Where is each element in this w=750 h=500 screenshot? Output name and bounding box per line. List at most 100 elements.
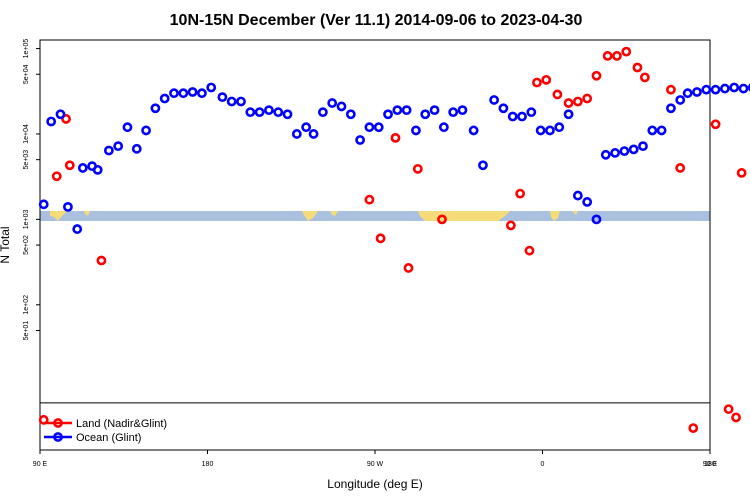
ocean-point <box>647 125 658 136</box>
ocean-point <box>666 103 676 114</box>
ocean-point <box>600 149 611 160</box>
x-tick-label: 90 W <box>367 461 384 468</box>
land-point <box>412 163 423 174</box>
land-point <box>505 220 516 231</box>
ocean-point <box>628 144 639 155</box>
land-point <box>723 404 734 415</box>
ocean-point <box>535 125 546 136</box>
land-point <box>375 233 386 244</box>
land-point <box>736 168 747 178</box>
ocean-point <box>489 95 500 105</box>
ocean-point <box>429 105 440 116</box>
land-point <box>51 171 62 182</box>
land-point <box>602 51 613 61</box>
y-tick-label: 1e+02 <box>23 295 30 315</box>
ocean-point <box>457 105 468 116</box>
ocean-point <box>226 96 237 107</box>
ocean-point <box>448 107 459 118</box>
land-point <box>591 70 602 81</box>
data-points <box>38 46 750 434</box>
ocean-point <box>264 105 274 116</box>
ocean-point <box>526 107 537 118</box>
ocean-point <box>236 96 246 107</box>
ocean-point <box>254 107 265 118</box>
ocean-point <box>77 163 88 173</box>
land-point <box>582 93 593 104</box>
ocean-point <box>507 111 518 122</box>
ocean-point <box>517 111 527 122</box>
ocean-point <box>392 105 403 116</box>
ocean-point <box>141 125 151 136</box>
ocean-band <box>40 211 710 221</box>
y-tick-label: 1e+05 <box>23 39 30 59</box>
ocean-point <box>710 84 721 95</box>
x-axis-label: Longitude (deg E) <box>327 477 422 491</box>
ocean-point <box>554 122 565 133</box>
x-tick-label: 0 <box>541 461 545 468</box>
ocean-point <box>401 105 412 116</box>
ocean-point <box>245 107 256 118</box>
ocean-point <box>610 148 620 158</box>
x-tick-label: 90 E <box>703 461 718 468</box>
land-point <box>675 163 686 173</box>
ocean-point <box>113 141 124 152</box>
ocean-point <box>468 125 479 136</box>
ocean-point <box>383 109 393 120</box>
x-tick-label: 180 <box>202 461 214 468</box>
land-point <box>710 119 721 130</box>
ocean-point <box>273 107 284 118</box>
ocean-point <box>38 199 49 210</box>
ocean-point <box>591 214 602 225</box>
ocean-point <box>498 103 509 114</box>
ocean-point <box>545 125 555 136</box>
ocean-point <box>336 101 347 112</box>
ocean-point <box>719 83 730 94</box>
legend-marker <box>53 418 63 428</box>
plot-frame <box>39 39 711 451</box>
ocean-point <box>692 87 702 97</box>
ocean-point <box>63 201 73 212</box>
land-point <box>403 263 414 273</box>
legend-marker <box>53 432 63 442</box>
ocean-point <box>169 88 179 99</box>
ocean-point <box>682 88 693 99</box>
chart-title: 10N-15N December (Ver 11.1) 2014-09-06 t… <box>170 12 583 29</box>
ocean-point <box>582 197 593 207</box>
ocean-point <box>355 135 366 145</box>
ocean-point <box>327 98 338 108</box>
land-point <box>552 89 563 100</box>
land-point <box>96 255 107 266</box>
land-point <box>572 96 583 107</box>
ocean-point <box>301 122 312 133</box>
ocean-point <box>701 84 712 95</box>
ocean-point <box>131 143 142 154</box>
land-point <box>524 245 535 256</box>
ocean-point <box>103 145 114 156</box>
ocean-point <box>72 224 83 234</box>
land-point <box>364 194 375 205</box>
ocean-point <box>217 92 228 103</box>
ocean-point <box>619 146 630 156</box>
y-tick-label: 5e+04 <box>23 64 30 84</box>
land-point <box>666 84 676 95</box>
land-point <box>61 114 71 124</box>
ocean-point <box>317 107 328 118</box>
ocean-point <box>729 82 740 93</box>
y-axis: 5e+01 1e+02 5e+02 1e+03 5e+03 1e+04 5e+04 1e+05 <box>23 39 40 340</box>
land-patch <box>84 211 90 216</box>
ocean-point <box>638 141 648 152</box>
ocean-point <box>411 125 421 136</box>
ocean-point <box>364 122 375 133</box>
land-ocean-band <box>40 211 710 221</box>
land-patch <box>550 211 560 221</box>
ocean-point <box>345 109 356 120</box>
ocean-point <box>563 109 574 120</box>
x-tick-label: 180 <box>704 461 716 468</box>
ocean-point <box>373 122 384 133</box>
land-point <box>612 51 622 61</box>
ocean-point <box>150 103 161 114</box>
x-tick-label: 90 E <box>33 461 48 468</box>
legend: Land (Nadir&Glint) Ocean (Glint) <box>44 418 167 444</box>
